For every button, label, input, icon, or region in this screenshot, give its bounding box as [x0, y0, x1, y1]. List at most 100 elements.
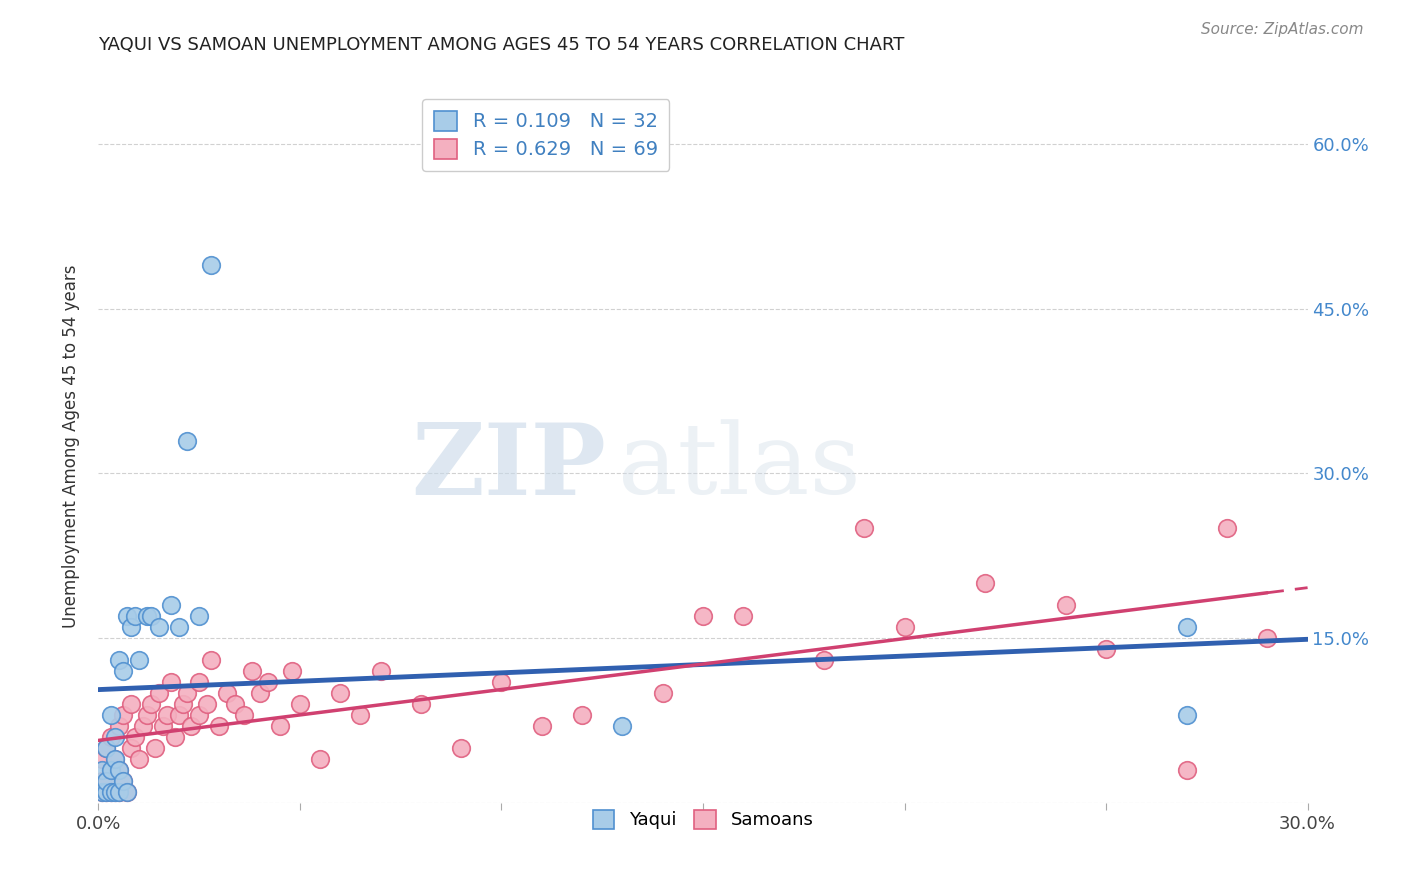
Point — [91, 785, 114, 799]
Point — [124, 609, 146, 624]
Point — [139, 697, 162, 711]
Point — [1175, 763, 1198, 777]
Point — [288, 697, 311, 711]
Point — [176, 686, 198, 700]
Point — [152, 719, 174, 733]
Point — [107, 785, 129, 799]
Point — [139, 609, 162, 624]
Point — [176, 434, 198, 448]
Point — [124, 730, 146, 744]
Point — [91, 752, 114, 766]
Point — [309, 752, 332, 766]
Point — [111, 773, 134, 788]
Point — [96, 773, 118, 788]
Point — [450, 740, 472, 755]
Point — [224, 697, 246, 711]
Point — [111, 773, 134, 788]
Point — [195, 697, 218, 711]
Point — [100, 708, 122, 723]
Text: ZIP: ZIP — [412, 419, 606, 516]
Point — [491, 675, 513, 690]
Point — [96, 773, 118, 788]
Point — [120, 697, 142, 711]
Point — [143, 740, 166, 755]
Point — [103, 752, 125, 766]
Point — [96, 740, 118, 755]
Point — [100, 785, 122, 799]
Point — [91, 763, 114, 777]
Point — [107, 719, 129, 733]
Point — [530, 719, 553, 733]
Point — [249, 686, 271, 700]
Point — [111, 664, 134, 678]
Point — [200, 258, 222, 272]
Point — [107, 653, 129, 667]
Point — [1175, 620, 1198, 634]
Point — [103, 752, 125, 766]
Point — [172, 697, 194, 711]
Point — [96, 785, 118, 799]
Point — [115, 785, 138, 799]
Point — [188, 708, 211, 723]
Point — [180, 719, 202, 733]
Point — [733, 609, 755, 624]
Point — [128, 653, 150, 667]
Point — [974, 576, 997, 591]
Point — [148, 620, 170, 634]
Point — [692, 609, 714, 624]
Point — [107, 763, 129, 777]
Legend: Yaqui, Samoans: Yaqui, Samoans — [585, 803, 821, 837]
Text: YAQUI VS SAMOAN UNEMPLOYMENT AMONG AGES 45 TO 54 YEARS CORRELATION CHART: YAQUI VS SAMOAN UNEMPLOYMENT AMONG AGES … — [98, 36, 905, 54]
Point — [188, 609, 211, 624]
Point — [269, 719, 291, 733]
Point — [115, 785, 138, 799]
Point — [163, 730, 186, 744]
Point — [156, 708, 179, 723]
Point — [103, 730, 125, 744]
Point — [160, 675, 183, 690]
Point — [100, 763, 122, 777]
Point — [200, 653, 222, 667]
Point — [370, 664, 392, 678]
Point — [96, 785, 118, 799]
Point — [1256, 631, 1278, 645]
Point — [135, 609, 157, 624]
Point — [1054, 598, 1077, 612]
Point — [128, 752, 150, 766]
Point — [208, 719, 231, 733]
Point — [813, 653, 835, 667]
Y-axis label: Unemployment Among Ages 45 to 54 years: Unemployment Among Ages 45 to 54 years — [62, 264, 80, 628]
Point — [651, 686, 673, 700]
Point — [329, 686, 352, 700]
Point — [132, 719, 155, 733]
Point — [91, 773, 114, 788]
Point — [612, 719, 634, 733]
Point — [232, 708, 254, 723]
Point — [103, 785, 125, 799]
Text: Source: ZipAtlas.com: Source: ZipAtlas.com — [1201, 22, 1364, 37]
Point — [100, 763, 122, 777]
Point — [571, 708, 593, 723]
Point — [409, 697, 432, 711]
Point — [1095, 642, 1118, 657]
Point — [96, 740, 118, 755]
Point — [100, 730, 122, 744]
Point — [160, 598, 183, 612]
Point — [167, 708, 190, 723]
Point — [256, 675, 278, 690]
Point — [893, 620, 915, 634]
Point — [103, 785, 125, 799]
Point — [111, 708, 134, 723]
Point — [120, 740, 142, 755]
Point — [1175, 708, 1198, 723]
Point — [1216, 521, 1239, 535]
Point — [217, 686, 239, 700]
Point — [349, 708, 371, 723]
Point — [115, 609, 138, 624]
Point — [240, 664, 263, 678]
Point — [167, 620, 190, 634]
Point — [100, 785, 122, 799]
Point — [135, 708, 157, 723]
Point — [91, 785, 114, 799]
Point — [107, 785, 129, 799]
